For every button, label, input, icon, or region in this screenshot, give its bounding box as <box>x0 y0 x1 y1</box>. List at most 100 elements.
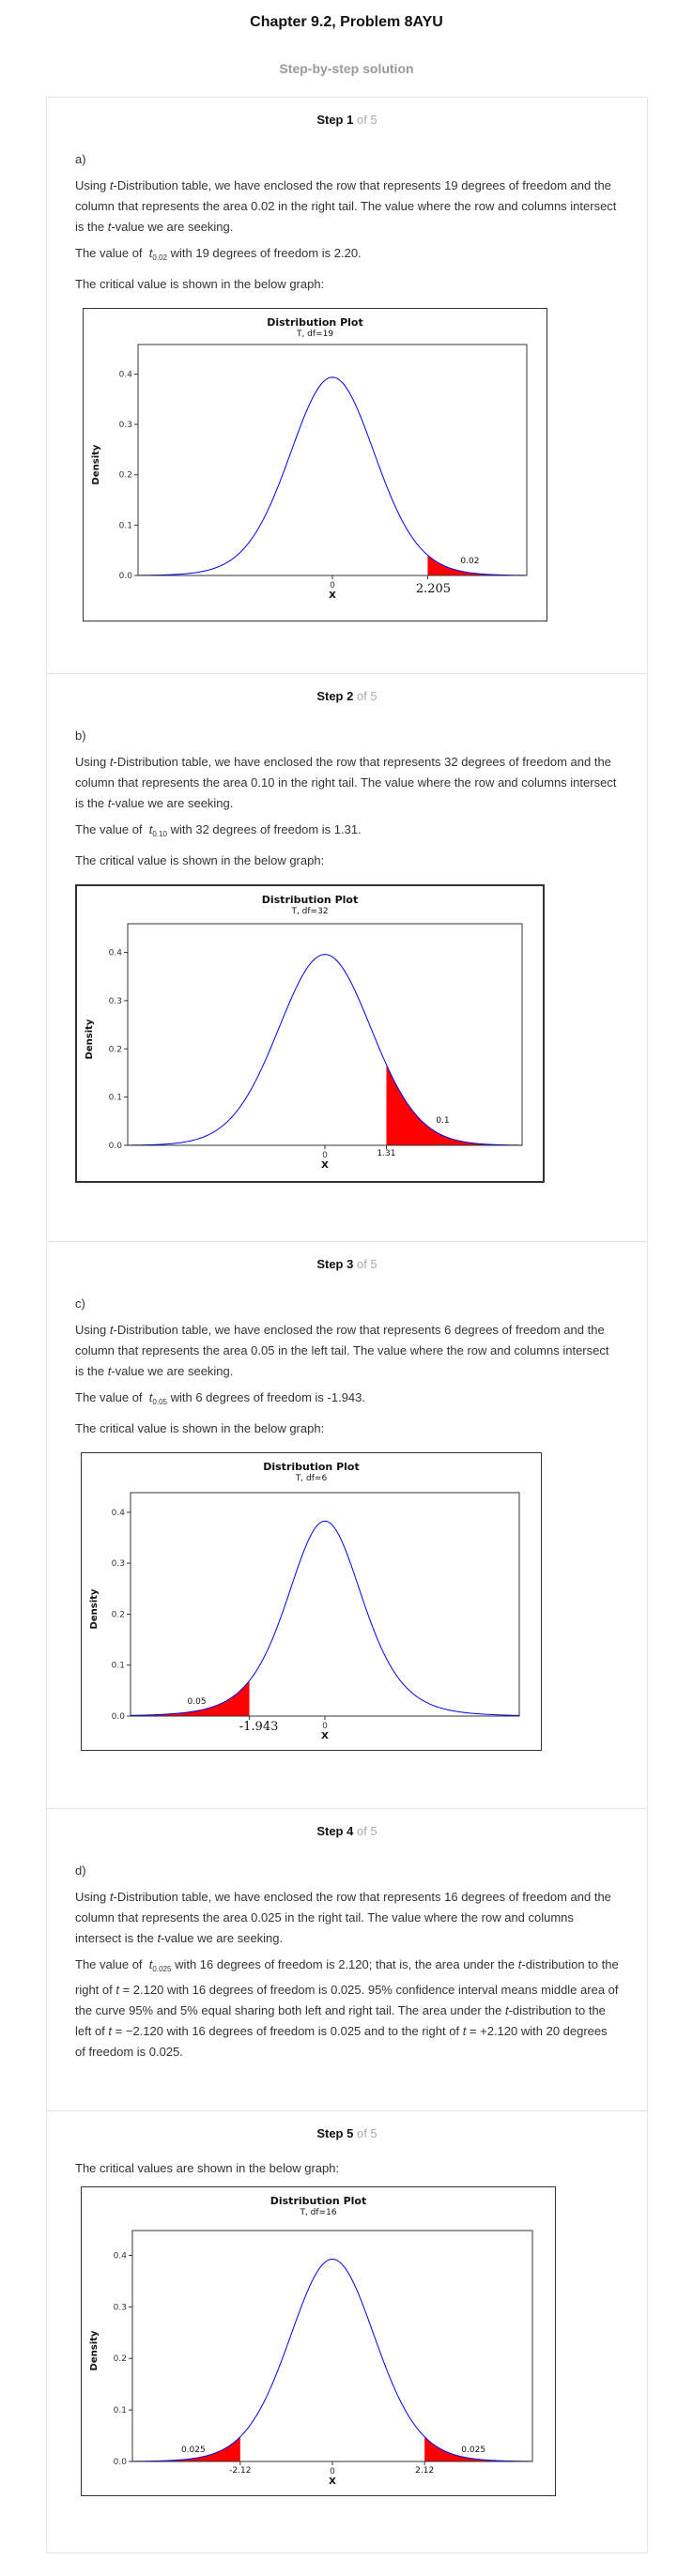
step-label: Step 5 <box>316 2126 354 2140</box>
x-axis-label: X <box>329 590 336 601</box>
plot-subtitle: T, df=32 <box>290 907 328 916</box>
shaded-right-tail <box>386 1065 522 1145</box>
y-tick-label: 0.0 <box>119 572 133 581</box>
y-tick-label: 0.4 <box>112 1509 126 1518</box>
y-tick-label: 0.2 <box>119 471 132 481</box>
graph-intro: The critical value is shown in the below… <box>75 277 325 291</box>
part-label: b) <box>75 728 86 743</box>
part-label: d) <box>75 1863 86 1878</box>
step-heading: Step 3 of 5 <box>75 1242 619 1276</box>
density-curve <box>131 2258 533 2462</box>
critical-value-label: 2.205 <box>416 582 451 596</box>
value-statement: The value of t0.025 with 16 degrees of f… <box>75 1957 619 2059</box>
value-statement: The value of t0.10 with 32 degrees of fr… <box>75 822 362 838</box>
step-paragraph: Using t-Distribution table, we have encl… <box>75 1323 609 1378</box>
step-heading: Step 5 of 5 <box>75 2111 619 2145</box>
y-tick-label: 0.3 <box>109 997 122 1006</box>
steps-container: Step 1 of 5 a) Using t-Distribution tabl… <box>46 97 648 2553</box>
step-paragraph: Using t-Distribution table, we have encl… <box>75 1890 611 1945</box>
y-tick-label: 0.1 <box>109 1094 122 1103</box>
critical-value-left-label: -2.12 <box>229 2466 251 2476</box>
step-heading: Step 4 of 5 <box>75 1809 619 1843</box>
y-tick-label: 0.0 <box>112 1712 126 1722</box>
step-paragraph: Using t-Distribution table, we have encl… <box>75 178 617 234</box>
y-tick-label: 0.0 <box>109 1142 123 1151</box>
tail-area-label: 0.05 <box>188 1697 207 1707</box>
y-tick-label: 0.4 <box>119 370 133 379</box>
y-tick-label: 0.4 <box>109 949 123 958</box>
step-paragraph: Using t-Distribution table, we have encl… <box>75 755 617 810</box>
plot-subtitle: T, df=19 <box>296 330 333 339</box>
y-axis-label: Density <box>89 2330 100 2370</box>
x-axis-label: X <box>321 1160 329 1171</box>
x-axis-label: X <box>329 2476 336 2487</box>
y-tick-label: 0.2 <box>109 1045 122 1054</box>
y-tick-label: 0.3 <box>112 1559 125 1569</box>
step-4: Step 4 of 5 d) Using t-Distribution tabl… <box>47 1809 647 2111</box>
x-axis-label: X <box>321 1731 329 1741</box>
step-count: of 5 <box>356 1257 377 1271</box>
step-3: Step 3 of 5 c) Using t-Distribution tabl… <box>47 1242 647 1809</box>
density-curve <box>127 954 523 1146</box>
shaded-left-tail <box>131 1680 250 1716</box>
distribution-plot-5: Distribution Plot T, df=16 0.4 0.3 0.2 0.1 0.0… <box>81 2186 556 2496</box>
step-label: Step 3 <box>316 1257 354 1271</box>
step-count: of 5 <box>356 1824 377 1838</box>
part-label: a) <box>75 152 86 166</box>
critical-value-label: 1.31 <box>377 1149 395 1158</box>
plot-frame <box>131 2230 533 2462</box>
plot-subtitle: T, df=16 <box>299 2208 336 2217</box>
part-label: c) <box>75 1296 85 1311</box>
density-curve <box>130 1520 520 1716</box>
distribution-plot-2: Distribution Plot T, df=32 0.4 0.3 0.2 0.1 0.0… <box>75 884 545 1183</box>
page-subtitle: Step-by-step solution <box>279 61 414 76</box>
x-tick-label: 0 <box>322 1722 328 1731</box>
y-tick-label: 0.4 <box>114 2251 128 2261</box>
y-axis-label: Density <box>85 1019 95 1059</box>
step-count: of 5 <box>356 689 377 703</box>
y-tick-label: 0.3 <box>114 2303 127 2312</box>
plot-frame <box>137 344 528 576</box>
page-header: Chapter 9.2, Problem 8AYU Step-by-step s… <box>0 0 693 90</box>
distribution-plot-1: Distribution Plot T, df=19 0.4 0.3 0.2 0.1 0.0… <box>83 308 547 621</box>
y-tick-label: 0.3 <box>119 421 132 430</box>
step-1: Step 1 of 5 a) Using t-Distribution tabl… <box>47 98 647 674</box>
shaded-right-tail <box>427 555 527 575</box>
critical-value-right-label: 2.12 <box>415 2466 434 2476</box>
x-tick-label: 0 <box>330 581 335 590</box>
plot-frame <box>127 923 523 1146</box>
plot-frame <box>130 1492 520 1717</box>
step-count: of 5 <box>356 2126 377 2140</box>
explanation-text: t-distribution to the right of t = 2.120… <box>75 1957 619 2059</box>
distribution-plot-3: Distribution Plot T, df=6 0.4 0.3 0.2 0.1 0.0 D… <box>81 1452 542 1751</box>
tail-area-right-label: 0.025 <box>461 2446 485 2455</box>
step-5: Step 5 of 5 The critical values are show… <box>47 2111 647 2553</box>
tail-area-label: 0.02 <box>460 557 479 566</box>
y-tick-label: 0.2 <box>114 2354 127 2364</box>
x-tick-label: 0 <box>330 2467 335 2476</box>
tail-area-left-label: 0.025 <box>181 2446 206 2455</box>
shaded-right-tail <box>424 2436 532 2461</box>
value-statement: The value of t0.05 with 6 degrees of fre… <box>75 1390 365 1406</box>
shaded-left-tail <box>132 2436 240 2461</box>
y-tick-label: 0.1 <box>119 521 132 530</box>
step-heading: Step 2 of 5 <box>75 674 619 708</box>
plot-title: Distribution Plot <box>263 1461 360 1473</box>
page-title: Chapter 9.2, Problem 8AYU <box>250 14 443 30</box>
graph-intro: The critical value is shown in the below… <box>75 1421 325 1435</box>
x-tick-label: 0 <box>322 1151 328 1160</box>
graph-intro: The critical values are shown in the bel… <box>75 2161 340 2175</box>
y-tick-label: 0.1 <box>114 2406 127 2415</box>
step-count: of 5 <box>356 113 377 127</box>
density-curve <box>137 376 528 576</box>
plot-title: Distribution Plot <box>267 316 363 329</box>
y-tick-label: 0.1 <box>112 1662 125 1671</box>
y-axis-label: Density <box>89 1588 100 1629</box>
step-label: Step 2 <box>316 689 354 703</box>
critical-value-label: -1.943 <box>239 1720 279 1734</box>
value-statement: The value of t0.02 with 19 degrees of fr… <box>75 246 362 262</box>
